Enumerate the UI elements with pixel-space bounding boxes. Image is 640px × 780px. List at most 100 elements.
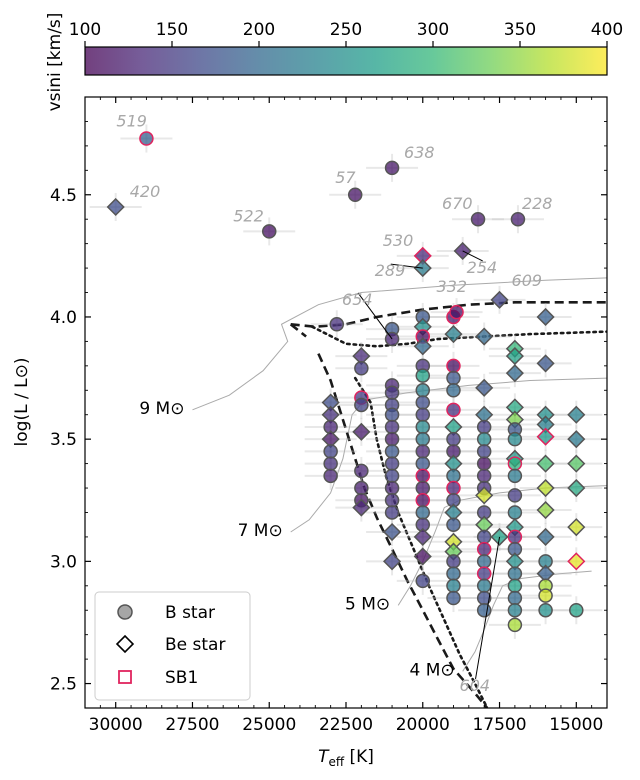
colorbar-gradient xyxy=(84,46,608,76)
be-star-marker xyxy=(475,486,494,505)
boundary-curves xyxy=(289,301,607,708)
b-star-marker xyxy=(354,463,369,479)
track-mass-label: 5 M⊙ xyxy=(345,594,390,614)
colorbar-tick-label: 200 xyxy=(243,20,275,40)
be-star-marker xyxy=(567,518,586,537)
b-star-marker xyxy=(139,131,154,146)
be-star-marker xyxy=(536,307,555,327)
star-id-label: 638 xyxy=(404,143,435,162)
be-star-marker xyxy=(382,552,402,571)
colorbar-tick-label: 150 xyxy=(156,20,188,40)
star-label-leader xyxy=(390,263,423,269)
colorbar-label: vsini [km/s] xyxy=(45,13,65,112)
star-id-label: 289 xyxy=(375,261,406,280)
b-star-marker xyxy=(415,573,431,589)
b-star-marker xyxy=(384,493,400,508)
legend-b-star-marker xyxy=(117,604,133,620)
b-star-marker xyxy=(446,383,461,398)
dashed-boundary-curve xyxy=(290,301,607,329)
b-star-marker xyxy=(446,554,461,569)
b-star-marker xyxy=(476,529,492,545)
colorbar-tick-label: 400 xyxy=(591,20,623,40)
b-star-marker xyxy=(323,468,338,484)
be-star-marker xyxy=(475,378,494,397)
b-star-marker xyxy=(446,480,461,496)
be-star-marker xyxy=(413,547,432,566)
b-star-marker xyxy=(569,602,584,618)
b-star-marker xyxy=(384,385,400,400)
b-star-marker xyxy=(347,187,363,203)
be-star-marker xyxy=(505,364,524,383)
b-star-marker xyxy=(507,602,523,618)
b-star-marker xyxy=(476,419,492,435)
b-star-marker xyxy=(384,468,400,484)
b-star-marker xyxy=(415,431,431,447)
x-tick-label: 15000 xyxy=(549,715,603,735)
be-star-marker xyxy=(453,241,472,261)
be-star-marker xyxy=(567,405,586,424)
b-star-marker xyxy=(415,419,431,435)
be-star-marker xyxy=(444,325,463,344)
x-tick-label: 20000 xyxy=(396,715,450,735)
star-id-label: 530 xyxy=(383,231,414,250)
b-star-marker xyxy=(415,480,431,496)
track-mass-label: 7 M⊙ xyxy=(238,521,283,541)
legend-box xyxy=(94,591,251,701)
b-star-marker xyxy=(384,419,400,435)
be-star-marker xyxy=(413,337,432,356)
b-star-marker xyxy=(323,444,338,459)
x-axis-label: Teff [K] xyxy=(318,747,374,769)
b-star-marker xyxy=(538,588,553,603)
be-star-marker xyxy=(536,500,555,520)
y-tick-label: 3.5 xyxy=(50,430,77,450)
track-labels: 9 M⊙ 7 M⊙ 5 M⊙ 4 M⊙ xyxy=(139,399,454,681)
b-star-marker xyxy=(476,456,492,471)
b-star-marker xyxy=(384,505,400,520)
b-star-marker xyxy=(384,456,400,471)
dashed-boundary-curve xyxy=(289,323,307,338)
star-id-label: 254 xyxy=(467,258,498,277)
b-star-marker xyxy=(476,468,492,484)
star-id-label: 228 xyxy=(522,194,553,213)
be-star-marker xyxy=(490,290,509,309)
y-tick-label: 4.0 xyxy=(50,308,77,328)
b-star-marker xyxy=(507,617,523,633)
be-star-marker xyxy=(505,347,524,366)
b-star-marker xyxy=(384,444,400,459)
colorbar-tick-label: 350 xyxy=(504,20,536,40)
star-id-label: 57 xyxy=(335,168,356,187)
b-star-marker xyxy=(476,602,492,618)
b-star-marker xyxy=(415,395,431,410)
b-star-marker xyxy=(476,444,492,459)
star-label-leader xyxy=(475,536,501,680)
evolutionary-track xyxy=(192,277,607,411)
y-tick-label: 3.0 xyxy=(50,552,77,572)
b-star-marker xyxy=(476,541,492,557)
b-star-marker xyxy=(415,468,431,484)
legend-sb1-marker xyxy=(118,670,132,684)
b-star-marker xyxy=(476,554,492,569)
b-star-marker xyxy=(446,402,461,418)
be-star-marker xyxy=(413,259,432,278)
axis-ticks: 30000 27500 25000 22500 20000 17500 15000 2.5 3.… xyxy=(50,96,608,735)
b-star-marker xyxy=(415,456,431,471)
star-id-label: 420 xyxy=(130,182,161,201)
evolutionary-track xyxy=(462,570,592,672)
b-star-marker xyxy=(507,431,523,447)
b-star-marker xyxy=(507,566,523,581)
be-star-marker xyxy=(382,522,402,542)
b-star-marker xyxy=(507,529,523,545)
b-star-marker xyxy=(354,480,369,496)
plot-area: 519 420 57 522 638 670 228 530 254 289 332 654 609 60… xyxy=(50,96,608,735)
b-star-marker xyxy=(538,602,553,618)
b-star-marker xyxy=(507,468,523,484)
star-id-label: 604 xyxy=(460,676,491,695)
b-star-marker xyxy=(476,566,492,581)
b-star-marker xyxy=(384,160,400,176)
y-tick-label: 4.5 xyxy=(50,186,77,206)
star-label-leader xyxy=(357,292,393,340)
b-star-marker xyxy=(507,488,523,503)
b-star-marker xyxy=(510,211,526,227)
be-star-marker xyxy=(567,430,586,449)
dotted-boundary-curve xyxy=(310,325,607,348)
